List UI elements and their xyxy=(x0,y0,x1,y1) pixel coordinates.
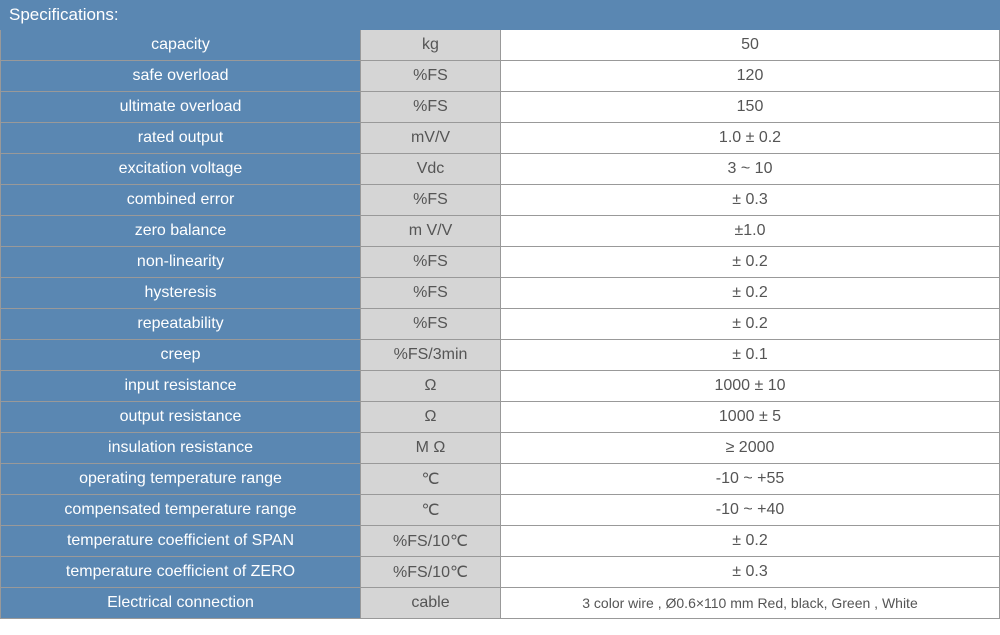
value-cell: ± 0.2 xyxy=(501,278,1000,309)
table-row: excitation voltageVdc3 ~ 10 xyxy=(1,154,1000,185)
unit-cell: %FS xyxy=(361,92,501,123)
table-row: insulation resistanceM Ω≥ 2000 xyxy=(1,433,1000,464)
table-row: output resistanceΩ1000 ± 5 xyxy=(1,402,1000,433)
table-row: input resistanceΩ1000 ± 10 xyxy=(1,371,1000,402)
unit-cell: kg xyxy=(361,30,501,61)
unit-cell: M Ω xyxy=(361,433,501,464)
param-cell: zero balance xyxy=(1,216,361,247)
table-row: zero balancem V/V±1.0 xyxy=(1,216,1000,247)
param-cell: temperature coefficient of ZERO xyxy=(1,557,361,588)
param-cell: excitation voltage xyxy=(1,154,361,185)
table-row: Electrical connectioncable3 color wire ,… xyxy=(1,588,1000,619)
param-cell: safe overload xyxy=(1,61,361,92)
param-cell: creep xyxy=(1,340,361,371)
param-cell: input resistance xyxy=(1,371,361,402)
unit-cell: mV/V xyxy=(361,123,501,154)
value-cell: 1.0 ± 0.2 xyxy=(501,123,1000,154)
unit-cell: %FS/3min xyxy=(361,340,501,371)
unit-cell: Ω xyxy=(361,371,501,402)
table-row: non-linearity%FS± 0.2 xyxy=(1,247,1000,278)
unit-cell: %FS/10℃ xyxy=(361,526,501,557)
value-cell: 120 xyxy=(501,61,1000,92)
value-cell: 3 color wire , Ø0.6×110 mm Red, black, G… xyxy=(501,588,1000,619)
specifications-table: Specifications: capacitykg50safe overloa… xyxy=(0,0,1000,619)
value-cell: 50 xyxy=(501,30,1000,61)
table-row: temperature coefficient of SPAN%FS/10℃± … xyxy=(1,526,1000,557)
param-cell: combined error xyxy=(1,185,361,216)
table-row: rated outputmV/V1.0 ± 0.2 xyxy=(1,123,1000,154)
unit-cell: %FS xyxy=(361,309,501,340)
value-cell: 150 xyxy=(501,92,1000,123)
table-title: Specifications: xyxy=(1,1,1000,30)
unit-cell: %FS/10℃ xyxy=(361,557,501,588)
table-row: compensated temperature range℃-10 ~ +40 xyxy=(1,495,1000,526)
table-row: operating temperature range℃-10 ~ +55 xyxy=(1,464,1000,495)
value-cell: -10 ~ +40 xyxy=(501,495,1000,526)
param-cell: non-linearity xyxy=(1,247,361,278)
value-cell: 1000 ± 10 xyxy=(501,371,1000,402)
table-body: capacitykg50safe overload%FS120ultimate … xyxy=(1,30,1000,619)
table-row: safe overload%FS120 xyxy=(1,61,1000,92)
value-cell: ± 0.2 xyxy=(501,526,1000,557)
value-cell: ± 0.1 xyxy=(501,340,1000,371)
value-cell: -10 ~ +55 xyxy=(501,464,1000,495)
table-row: combined error%FS± 0.3 xyxy=(1,185,1000,216)
value-cell: ± 0.2 xyxy=(501,309,1000,340)
unit-cell: %FS xyxy=(361,247,501,278)
param-cell: capacity xyxy=(1,30,361,61)
unit-cell: cable xyxy=(361,588,501,619)
unit-cell: ℃ xyxy=(361,464,501,495)
value-cell: ± 0.3 xyxy=(501,557,1000,588)
unit-cell: %FS xyxy=(361,185,501,216)
value-cell: 3 ~ 10 xyxy=(501,154,1000,185)
param-cell: rated output xyxy=(1,123,361,154)
param-cell: operating temperature range xyxy=(1,464,361,495)
value-cell: ±1.0 xyxy=(501,216,1000,247)
unit-cell: Ω xyxy=(361,402,501,433)
value-cell: ± 0.2 xyxy=(501,247,1000,278)
param-cell: hysteresis xyxy=(1,278,361,309)
unit-cell: m V/V xyxy=(361,216,501,247)
param-cell: ultimate overload xyxy=(1,92,361,123)
table-row: capacitykg50 xyxy=(1,30,1000,61)
table-row: hysteresis%FS± 0.2 xyxy=(1,278,1000,309)
param-cell: Electrical connection xyxy=(1,588,361,619)
table-row: repeatability%FS± 0.2 xyxy=(1,309,1000,340)
param-cell: repeatability xyxy=(1,309,361,340)
table-row: creep%FS/3min± 0.1 xyxy=(1,340,1000,371)
unit-cell: ℃ xyxy=(361,495,501,526)
value-cell: 1000 ± 5 xyxy=(501,402,1000,433)
param-cell: temperature coefficient of SPAN xyxy=(1,526,361,557)
unit-cell: %FS xyxy=(361,61,501,92)
table-row: ultimate overload%FS150 xyxy=(1,92,1000,123)
param-cell: output resistance xyxy=(1,402,361,433)
param-cell: compensated temperature range xyxy=(1,495,361,526)
unit-cell: %FS xyxy=(361,278,501,309)
value-cell: ± 0.3 xyxy=(501,185,1000,216)
unit-cell: Vdc xyxy=(361,154,501,185)
value-cell: ≥ 2000 xyxy=(501,433,1000,464)
table-row: temperature coefficient of ZERO%FS/10℃± … xyxy=(1,557,1000,588)
param-cell: insulation resistance xyxy=(1,433,361,464)
